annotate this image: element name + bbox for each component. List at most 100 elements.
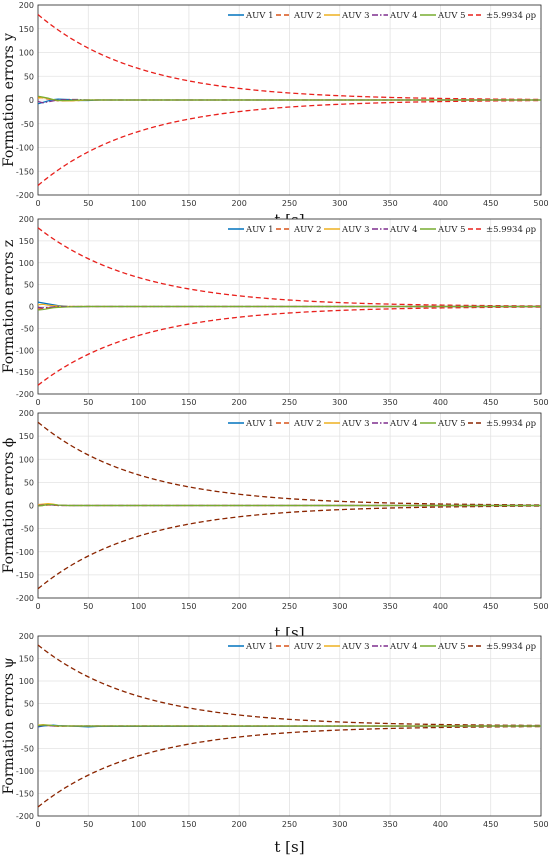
y-tick-label: 150 (19, 432, 34, 441)
y-tick-label: -50 (21, 120, 34, 129)
x-tick-label: 250 (282, 820, 297, 829)
x-tick-label: 400 (433, 602, 448, 611)
y-tick-label: -50 (21, 745, 34, 754)
x-tick-label: 0 (35, 398, 40, 407)
x-tick-label: 450 (483, 602, 498, 611)
x-tick-label: 350 (382, 398, 397, 407)
x-tick-label: 500 (533, 820, 548, 829)
x-tick-label: 500 (533, 602, 548, 611)
x-tick-label: 350 (382, 199, 397, 208)
legend-label: ±5.9934 ρp (486, 419, 537, 429)
legend-label: AUV 3 (341, 419, 370, 429)
y-tick-label: -50 (21, 525, 34, 534)
y-tick-label: -50 (21, 324, 34, 333)
y-tick-label: 50 (24, 72, 34, 81)
x-tick-label: 400 (433, 199, 448, 208)
y-tick-label: 200 (19, 409, 34, 418)
y-tick-label: -100 (16, 346, 34, 355)
x-tick-label: 250 (282, 199, 297, 208)
x-tick-label: 200 (232, 199, 247, 208)
x-tick-label: 400 (433, 820, 448, 829)
legend-label: AUV 3 (341, 642, 370, 652)
legend-label: AUV 4 (389, 225, 418, 235)
y-tick-label: 0 (29, 722, 34, 731)
y-tick-label: 200 (19, 1, 34, 10)
x-tick-label: 150 (181, 602, 196, 611)
legend-label: ±5.9934 ρp (486, 225, 537, 235)
y-tick-label: -200 (16, 812, 34, 821)
y-tick-label: 150 (19, 655, 34, 664)
legend-label: AUV 3 (341, 11, 370, 21)
x-tick-label: 200 (232, 602, 247, 611)
legend-label: AUV 2 (293, 11, 322, 21)
x-axis-label: t [s] (274, 838, 304, 856)
y-tick-label: 100 (19, 259, 34, 268)
x-tick-label: 0 (35, 199, 40, 208)
y-axis-label: Formation errors y (1, 33, 17, 167)
x-tick-label: 200 (232, 820, 247, 829)
x-tick-label: 150 (181, 199, 196, 208)
legend-label: ±5.9934 ρp (486, 11, 537, 21)
legend-label: AUV 1 (245, 225, 274, 235)
x-tick-label: 450 (483, 398, 498, 407)
legend-label: AUV 1 (245, 642, 274, 652)
y-tick-label: 100 (19, 49, 34, 58)
x-tick-label: 300 (332, 602, 347, 611)
y-tick-label: -150 (16, 368, 34, 377)
legend-label: AUV 2 (293, 225, 322, 235)
legend-label: AUV 4 (389, 419, 418, 429)
legend-label: AUV 1 (245, 419, 274, 429)
y-tick-label: 200 (19, 215, 34, 224)
legend-label: AUV 3 (341, 225, 370, 235)
legend-label: AUV 2 (293, 642, 322, 652)
x-tick-label: 300 (332, 398, 347, 407)
x-tick-label: 50 (83, 820, 93, 829)
y-tick-label: 100 (19, 677, 34, 686)
y-axis-label: Formation errors z (1, 240, 17, 374)
y-axis-label: Formation errors ψ (1, 657, 17, 794)
x-tick-label: 150 (181, 820, 196, 829)
x-tick-label: 0 (35, 602, 40, 611)
y-tick-label: -200 (16, 191, 34, 200)
x-tick-label: 150 (181, 398, 196, 407)
legend-label: AUV 4 (389, 642, 418, 652)
y-tick-label: 50 (24, 281, 34, 290)
x-tick-label: 500 (533, 398, 548, 407)
y-tick-label: -150 (16, 167, 34, 176)
legend-label: AUV 5 (437, 225, 466, 235)
y-tick-label: 0 (29, 502, 34, 511)
x-tick-label: 450 (483, 820, 498, 829)
x-tick-label: 350 (382, 820, 397, 829)
y-tick-label: -150 (16, 790, 34, 799)
legend-label: AUV 4 (389, 11, 418, 21)
y-tick-label: 0 (29, 303, 34, 312)
y-tick-label: -200 (16, 594, 34, 603)
y-tick-label: -150 (16, 571, 34, 580)
x-tick-label: 200 (232, 398, 247, 407)
x-tick-label: 50 (83, 199, 93, 208)
y-axis-label: Formation errors ϕ (1, 438, 17, 574)
x-tick-label: 250 (282, 602, 297, 611)
x-tick-label: 450 (483, 199, 498, 208)
y-tick-label: 200 (19, 632, 34, 641)
legend-label: AUV 2 (293, 419, 322, 429)
y-tick-label: -100 (16, 548, 34, 557)
x-tick-label: 250 (282, 398, 297, 407)
y-tick-label: 50 (24, 478, 34, 487)
y-tick-label: -100 (16, 144, 34, 153)
y-tick-label: 100 (19, 455, 34, 464)
x-tick-label: 350 (382, 602, 397, 611)
x-tick-label: 100 (131, 199, 146, 208)
y-tick-label: 50 (24, 700, 34, 709)
y-tick-label: -200 (16, 390, 34, 399)
legend-label: ±5.9934 ρp (486, 642, 537, 652)
x-tick-label: 500 (533, 199, 548, 208)
x-tick-label: 0 (35, 820, 40, 829)
y-tick-label: 150 (19, 25, 34, 34)
